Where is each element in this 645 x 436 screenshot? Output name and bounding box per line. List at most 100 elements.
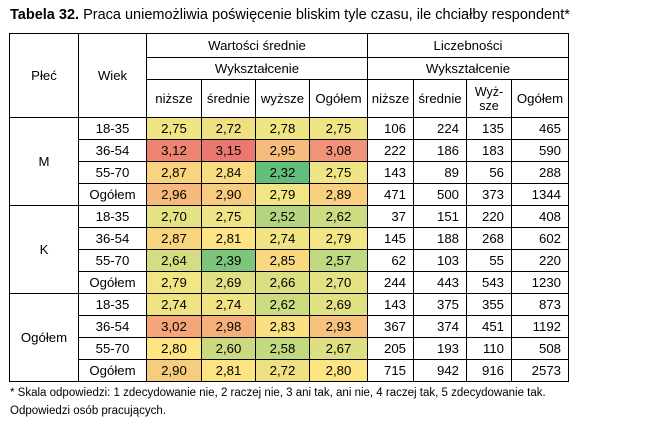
- count-cell: 103: [413, 249, 467, 272]
- mean-cell: 2,90: [146, 359, 202, 382]
- mean-cell: 2,60: [201, 337, 256, 360]
- mean-cell: 2,62: [309, 205, 368, 228]
- table-row: Ogółem 2,90 2,81 2,72 2,80 715 942 916 2573: [10, 359, 569, 382]
- mean-cell: 2,39: [201, 249, 256, 272]
- mean-cell: 3,15: [201, 139, 256, 162]
- header-wiek: Wiek: [78, 33, 147, 118]
- header-mean-group: Wartości średnie: [146, 33, 368, 58]
- mean-cell: 2,84: [201, 161, 256, 184]
- count-cell: 1344: [511, 183, 569, 206]
- mean-cell: 2,75: [146, 117, 202, 140]
- mean-cell: 2,75: [309, 161, 368, 184]
- mean-cell: 2,90: [201, 183, 256, 206]
- count-cell: 288: [511, 161, 569, 184]
- count-cell: 1192: [511, 315, 569, 338]
- count-cell: 408: [511, 205, 569, 228]
- count-cell: 220: [511, 249, 569, 272]
- count-cell: 508: [511, 337, 569, 360]
- table-row: M 18-35 2,75 2,72 2,78 2,75 106 224 135 465: [9, 117, 569, 206]
- age-label: 36-54: [78, 227, 147, 250]
- table-body: Płeć Wiek Wartości średnie Liczebności W…: [9, 33, 569, 382]
- table-row: Ogółem 2,79 2,69 2,66 2,70 244 443 543 1230: [10, 271, 569, 294]
- table-row: 55-70 2,64 2,39 2,85 2,57 62 103 55 220: [10, 249, 569, 272]
- mean-cell: 3,12: [146, 139, 202, 162]
- header-plec: Płeć: [9, 33, 79, 118]
- count-cell: 471: [367, 183, 414, 206]
- mean-cell: 2,64: [146, 249, 202, 272]
- table-number: Tabela 32.: [10, 7, 80, 23]
- count-cell: 602: [511, 227, 569, 250]
- mean-cell: 2,74: [146, 293, 202, 316]
- age-label: 18-35: [78, 293, 147, 316]
- count-cell: 375: [413, 293, 467, 316]
- age-label: 55-70: [78, 249, 147, 272]
- table-row: Ogółem 2,96 2,90 2,79 2,89 471 500 373 1344: [10, 183, 569, 206]
- count-cell: 186: [413, 139, 467, 162]
- count-cell: 183: [466, 139, 512, 162]
- count-cell: 374: [413, 315, 467, 338]
- age-label: Ogółem: [78, 271, 147, 294]
- count-cell: 37: [367, 205, 414, 228]
- group-label: M: [9, 117, 79, 206]
- count-cell: 873: [511, 293, 569, 316]
- age-label: 36-54: [78, 139, 147, 162]
- mean-cell: 2,79: [309, 227, 368, 250]
- age-label: 36-54: [78, 315, 147, 338]
- mean-cell: 3,08: [309, 139, 368, 162]
- mean-cell: 2,32: [255, 161, 310, 184]
- mean-cell: 2,80: [309, 359, 368, 382]
- count-cell: 244: [367, 271, 414, 294]
- count-cell: 145: [367, 227, 414, 250]
- count-cell: 715: [367, 359, 414, 382]
- mean-cell: 2,69: [201, 271, 256, 294]
- mean-cell: 2,74: [255, 227, 310, 250]
- count-cell: 56: [466, 161, 512, 184]
- count-cell: 135: [466, 117, 512, 140]
- mean-cell: 2,81: [201, 227, 256, 250]
- header-mean-col: niższe: [146, 79, 202, 118]
- mean-cell: 2,74: [201, 293, 256, 316]
- header-count-col: niższe: [367, 79, 414, 118]
- mean-cell: 2,75: [201, 205, 256, 228]
- age-label: 18-35: [78, 117, 147, 140]
- table-row: 36-54 3,12 3,15 2,95 3,08 222 186 183 590: [10, 139, 569, 162]
- count-cell: 193: [413, 337, 467, 360]
- count-cell: 143: [367, 161, 414, 184]
- mean-cell: 2,57: [309, 249, 368, 272]
- mean-cell: 2,72: [255, 359, 310, 382]
- mean-cell: 2,93: [309, 315, 368, 338]
- mean-cell: 2,58: [255, 337, 310, 360]
- age-label: Ogółem: [78, 359, 147, 382]
- mean-cell: 2,72: [201, 117, 256, 140]
- count-cell: 916: [466, 359, 512, 382]
- count-cell: 543: [466, 271, 512, 294]
- mean-cell: 2,52: [255, 205, 310, 228]
- mean-cell: 2,89: [309, 183, 368, 206]
- header-education-means: Wykształcenie: [146, 57, 368, 80]
- group-label: Ogółem: [9, 293, 79, 382]
- mean-cell: 2,62: [255, 293, 310, 316]
- mean-cell: 2,79: [146, 271, 202, 294]
- count-cell: 222: [367, 139, 414, 162]
- count-cell: 224: [413, 117, 467, 140]
- header-count-col: Wyż-sze: [466, 79, 512, 118]
- count-cell: 188: [413, 227, 467, 250]
- mean-cell: 3,02: [146, 315, 202, 338]
- count-cell: 62: [367, 249, 414, 272]
- footnote-respondents: Odpowiedzi osób pracujących.: [10, 405, 166, 417]
- count-cell: 2573: [511, 359, 569, 382]
- mean-cell: 2,87: [146, 161, 202, 184]
- count-cell: 355: [466, 293, 512, 316]
- count-cell: 500: [413, 183, 467, 206]
- mean-cell: 2,87: [146, 227, 202, 250]
- count-cell: 151: [413, 205, 467, 228]
- count-cell: 590: [511, 139, 569, 162]
- table-row: 55-70 2,87 2,84 2,32 2,75 143 89 56 288: [10, 161, 569, 184]
- mean-cell: 2,83: [255, 315, 310, 338]
- mean-cell: 2,79: [255, 183, 310, 206]
- table-title: Tabela 32. Praca uniemożliwia poświęceni…: [10, 7, 570, 23]
- age-label: Ogółem: [78, 183, 147, 206]
- header-mean-col: wyższe: [255, 79, 310, 118]
- count-cell: 55: [466, 249, 512, 272]
- count-cell: 268: [466, 227, 512, 250]
